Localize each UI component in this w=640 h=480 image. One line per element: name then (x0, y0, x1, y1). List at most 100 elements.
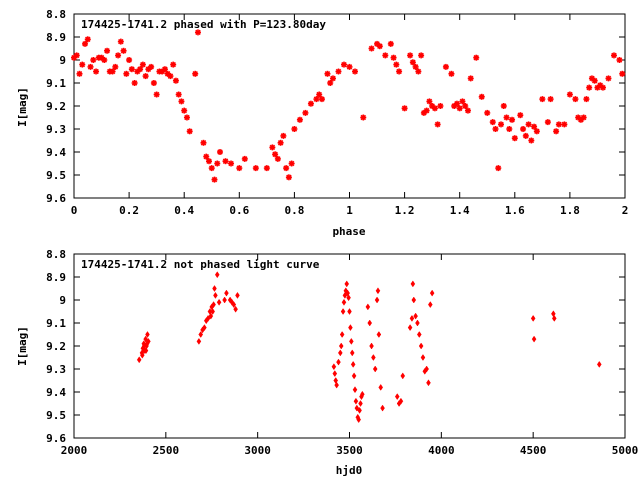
data-point (203, 153, 210, 160)
data-point (142, 73, 149, 80)
y-tick-label: 9.2 (46, 100, 66, 113)
data-point (566, 91, 573, 98)
data-point (313, 96, 320, 103)
data-point (424, 365, 429, 373)
data-point (318, 96, 325, 103)
data-point (79, 61, 86, 68)
data-point (196, 337, 202, 345)
x-tick-label: 1.8 (560, 204, 580, 217)
data-point (316, 91, 323, 98)
data-point (498, 121, 505, 128)
data-point (214, 160, 221, 167)
data-point (140, 351, 145, 359)
data-point (428, 301, 433, 309)
tick-marks (73, 253, 626, 439)
x-tick-labels: 2000 2500 3000 3500 4000 4500 5000 (61, 444, 639, 457)
panel-title: 174425-1741.2 not phased light curve (81, 258, 320, 271)
data-point (109, 68, 116, 75)
data-point (178, 98, 185, 105)
data-point (407, 324, 413, 332)
data-point (372, 365, 378, 373)
x-tick-label: 4000 (428, 444, 455, 457)
data-point (235, 291, 240, 299)
data-point (252, 165, 259, 172)
data-point (426, 379, 431, 387)
data-point (360, 114, 367, 121)
data-point (346, 63, 353, 70)
data-point (586, 84, 593, 91)
data-point (415, 319, 420, 327)
data-point (131, 80, 138, 86)
data-point (369, 342, 374, 350)
y-tick-labels: 8.8 8.9 9 9.1 9.2 9.3 9.4 9.5 9.6 (46, 248, 66, 445)
data-point (453, 100, 460, 107)
data-point (429, 289, 435, 297)
data-point (478, 93, 485, 100)
data-point (394, 393, 400, 401)
data-point (335, 68, 342, 75)
y-tick-label: 9.4 (46, 146, 66, 159)
data-point (211, 301, 216, 309)
data-point (128, 66, 135, 73)
data-point (82, 40, 89, 47)
data-point (274, 155, 281, 162)
data-point (212, 285, 217, 292)
data-point (374, 296, 380, 304)
data-point (434, 121, 441, 128)
data-point (492, 126, 499, 132)
data-point (356, 416, 361, 424)
data-point (288, 160, 295, 167)
data-point (531, 123, 538, 130)
data-point (90, 57, 97, 63)
data-point (202, 324, 207, 332)
data-point (376, 331, 382, 338)
data-point (509, 116, 516, 123)
data-point (409, 314, 415, 322)
data-point (205, 158, 212, 165)
y-axis-label: I[mag] (16, 326, 29, 366)
data-point (338, 342, 344, 350)
data-point (561, 121, 568, 128)
data-point (605, 75, 612, 82)
data-point (216, 298, 222, 306)
data-point (619, 70, 626, 77)
data-point (596, 360, 602, 368)
data-point (351, 372, 357, 380)
y-tick-label: 8.9 (46, 271, 66, 284)
data-point (420, 354, 426, 361)
data-point (431, 105, 438, 112)
x-tick-label: 1.6 (505, 204, 525, 217)
data-point (553, 128, 560, 135)
data-point (87, 63, 94, 70)
y-tick-label: 9 (59, 54, 66, 67)
data-point (112, 63, 119, 70)
data-point (228, 160, 235, 167)
x-tick-label: 5000 (612, 444, 639, 457)
data-point (442, 63, 449, 70)
x-tick-label: 2 (622, 204, 629, 217)
data-point (181, 107, 188, 114)
data-point (277, 139, 284, 146)
data-point (200, 139, 207, 146)
data-point (269, 144, 276, 151)
data-point (167, 73, 174, 80)
data-points (71, 29, 626, 183)
data-point (329, 75, 336, 82)
x-tick-label: 1.4 (450, 204, 470, 217)
data-point (413, 312, 418, 320)
data-point (350, 360, 356, 368)
data-point (407, 52, 414, 59)
data-point (418, 52, 425, 59)
data-point (263, 165, 270, 172)
data-point (353, 397, 359, 405)
data-point (349, 337, 354, 345)
x-axis-label: hjd0 (336, 464, 363, 477)
data-point (423, 107, 430, 114)
data-point (222, 296, 227, 304)
data-point (123, 70, 130, 77)
y-tick-label: 9.1 (46, 317, 66, 330)
unphased-light-curve-panel: 2000 2500 3000 3500 4000 4500 5000 8.8 8.9 9 9.1 9… (16, 248, 638, 477)
data-point (148, 63, 155, 70)
data-point (375, 287, 381, 295)
